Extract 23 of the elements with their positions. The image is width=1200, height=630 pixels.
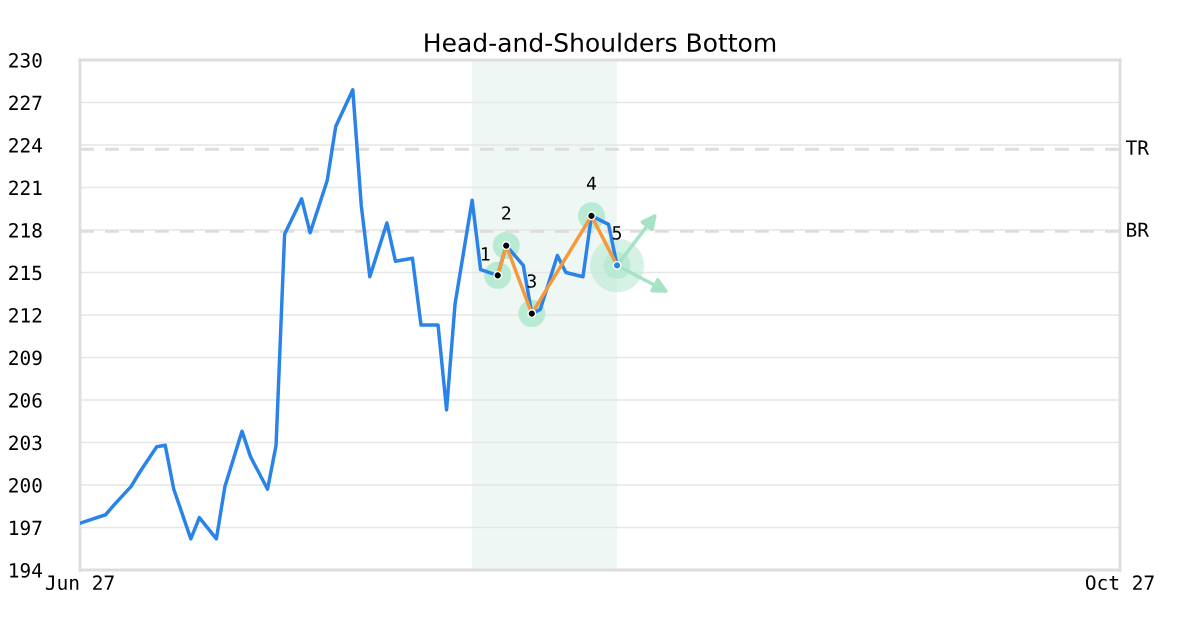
y-tick-label: 227	[9, 95, 42, 110]
annotation: 4	[586, 176, 597, 190]
annotation: 5	[612, 226, 622, 240]
annotation: 1	[481, 247, 490, 261]
y-tick-label: 230	[9, 53, 42, 68]
chart-title: Head-and-Shoulders Bottom	[425, 32, 776, 53]
y-tick-label: 203	[9, 435, 42, 451]
x-tick-label: Oct 27	[1085, 575, 1154, 591]
y-tick-label: 194	[10, 563, 42, 578]
x-tick-label: Jun 27	[45, 575, 114, 591]
ref-line-label: BR	[1127, 222, 1149, 237]
annotation: 2	[502, 206, 511, 220]
annotation: 3	[527, 274, 536, 288]
y-tick-label: 224	[9, 138, 42, 153]
y-tick-label: 206	[9, 393, 42, 408]
y-tick-label: 218	[9, 223, 42, 238]
ref-line-label: TR	[1126, 140, 1149, 155]
y-tick-label: 221	[9, 180, 42, 195]
y-tick-label: 215	[9, 265, 42, 281]
y-tick-label: 212	[9, 308, 42, 323]
y-tick-label: 209	[9, 350, 42, 366]
y-tick-label: 197	[10, 520, 42, 536]
y-tick-label: 200	[9, 478, 42, 493]
